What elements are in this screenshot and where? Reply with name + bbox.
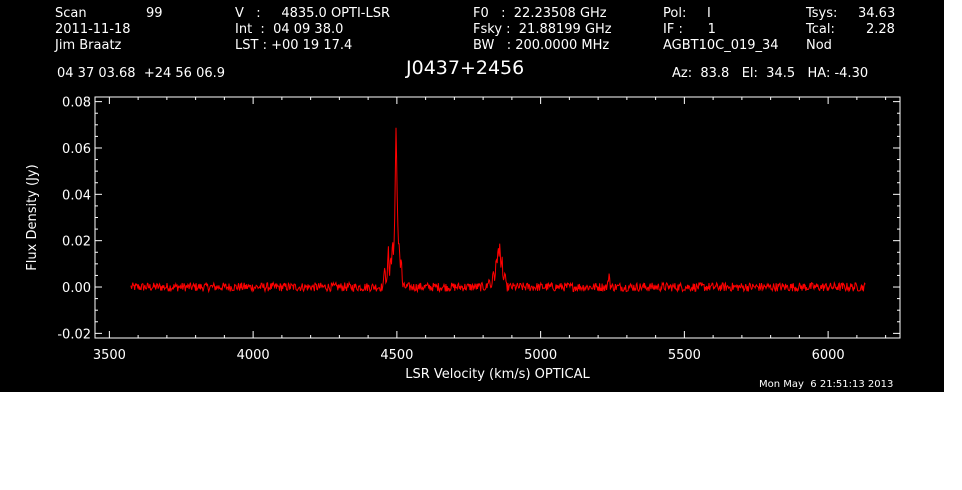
source-coordinates: 04 37 03.68 +24 56 06.9 xyxy=(57,66,226,81)
x-tick-label: 3500 xyxy=(93,348,126,363)
polarization: Pol: I xyxy=(663,6,711,21)
observer-name: Jim Braatz xyxy=(55,38,122,53)
tsys-value: 34.63 xyxy=(858,6,896,21)
axes: 3500 4000 4500 5000 5500 6000 -0.02 0.00 0.02 0.0… xyxy=(57,96,900,363)
x-axis-label: LSR Velocity (km/s) OPTICAL xyxy=(405,367,590,382)
lst-info: LST : +00 19 17.4 xyxy=(235,38,353,53)
sky-frequency: Fsky : 21.88199 GHz xyxy=(473,22,612,37)
plot-frame xyxy=(94,96,901,339)
y-tick-label: 0.00 xyxy=(62,281,91,296)
scan-value: 99 xyxy=(146,6,163,21)
x-tick-label: 6000 xyxy=(812,348,845,363)
y-tick-label: 0.04 xyxy=(62,188,91,203)
bandwidth: BW : 200.0000 MHz xyxy=(473,38,610,53)
velocity-info: V : 4835.0 OPTI-LSR xyxy=(235,6,391,21)
if-number: IF : 1 xyxy=(663,22,716,37)
spectrum-line xyxy=(130,127,866,294)
project-id: AGBT10C_019_34 xyxy=(663,38,779,53)
scan-label: Scan xyxy=(55,6,87,21)
tcal-value: 2.28 xyxy=(866,22,895,37)
x-tick-label: 5500 xyxy=(668,348,701,363)
x-tick-label: 4500 xyxy=(380,348,413,363)
source-name: J0437+2456 xyxy=(406,57,525,79)
integration-info: Int : 04 09 38.0 xyxy=(235,22,344,37)
y-tick-label: -0.02 xyxy=(57,327,91,342)
rest-frequency: F0 : 22.23508 GHz xyxy=(473,6,607,21)
tsys-label: Tsys: xyxy=(806,6,838,21)
obs-mode: Nod xyxy=(806,38,832,53)
spectrum-chart: 3500 4000 4500 5000 5500 6000 -0.02 0.00 0.02 0.0… xyxy=(25,96,901,382)
tcal-label: Tcal: xyxy=(806,22,835,37)
y-tick-label: 0.02 xyxy=(62,235,91,250)
y-tick-label: 0.08 xyxy=(62,96,91,111)
timestamp: Mon May 6 21:51:13 2013 xyxy=(759,379,894,390)
obs-date: 2011-11-18 xyxy=(55,22,131,37)
y-axis-label: Flux Density (Jy) xyxy=(25,164,40,270)
az-el-ha: Az: 83.8 El: 34.5 HA: -4.30 xyxy=(672,66,869,81)
plot-panel: Scan 99 2011-11-18 Jim Braatz V : 4835.0… xyxy=(0,0,944,392)
y-tick-label: 0.06 xyxy=(62,142,91,157)
x-tick-label: 4000 xyxy=(237,348,270,363)
x-tick-label: 5000 xyxy=(524,348,557,363)
